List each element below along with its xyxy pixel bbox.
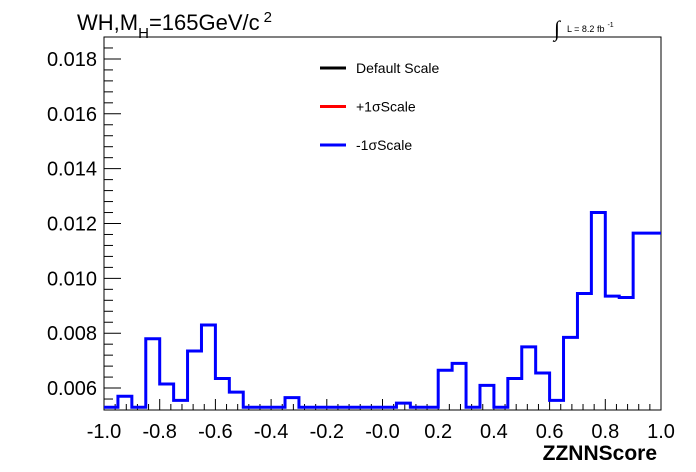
luminosity-superscript: -1 (607, 22, 613, 29)
x-axis: -1.0 -0.8 -0.6 -0.4 -0.2 -0.0 0.2 0.4 0.6 0.8 1.0 (87, 399, 675, 443)
x-tick-label: -0.8 (142, 421, 176, 443)
y-axis: 0.006 0.008 0.010 0.012 0.014 0.016 0.018 (47, 36, 121, 411)
chart-title-rest: =165GeV/c (149, 10, 260, 35)
x-tick-label: -0.4 (254, 421, 288, 443)
x-tick-label: -0.6 (198, 421, 232, 443)
chart-title-main: WH,M (77, 10, 138, 35)
x-tick-label: 0.8 (591, 421, 619, 443)
y-tick-label: 0.008 (47, 323, 97, 345)
y-tick-label: 0.012 (47, 214, 97, 236)
luminosity-label: L = 8.2 fb -1 (567, 22, 614, 34)
x-tick-label: 0.4 (480, 421, 508, 443)
x-tick-label: 0.6 (536, 421, 564, 443)
series-group (104, 211, 661, 409)
x-axis-title: ZZNNScore (543, 442, 657, 465)
series-line (104, 211, 661, 409)
x-tick-label: 0.2 (424, 421, 452, 443)
chart-title-subscript: H (138, 25, 149, 42)
legend-label: +1σScale (356, 99, 416, 115)
x-tick-label: -1.0 (87, 421, 121, 443)
y-tick-label: 0.010 (47, 268, 97, 290)
chart-title-superscript: 2 (264, 9, 272, 26)
legend-label: -1σScale (356, 137, 412, 153)
chart-title: WH,MH=165GeV/c 2 (77, 9, 272, 42)
x-tick-label: -0.0 (365, 421, 399, 443)
y-tick-label: 0.014 (47, 159, 97, 181)
y-tick-label: 0.018 (47, 49, 97, 71)
legend-label: Default Scale (356, 60, 439, 76)
integral-symbol: ∫ (552, 16, 562, 42)
legend: Default Scale +1σScale -1σScale (320, 60, 439, 153)
x-tick-label: -0.2 (310, 421, 344, 443)
y-tick-label: 0.006 (47, 378, 97, 400)
y-tick-label: 0.016 (47, 104, 97, 126)
luminosity-text: L = 8.2 fb (567, 24, 604, 34)
x-tick-label: 1.0 (647, 421, 675, 443)
